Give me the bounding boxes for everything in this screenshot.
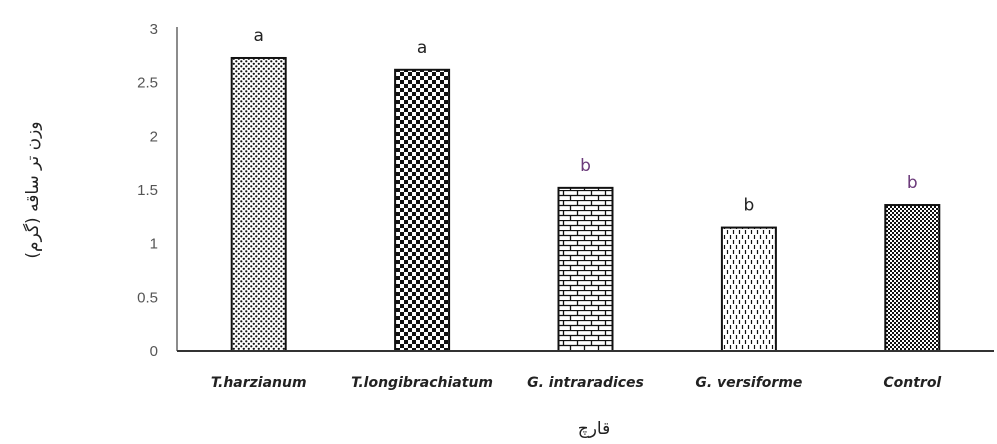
significance-letters: a a b b b	[253, 26, 917, 216]
significance-letter: a	[417, 38, 427, 58]
bar-5	[884, 204, 941, 352]
category-labels: T.harzianum T.longibrachiatum G. intraradi…	[211, 375, 942, 391]
y-tick-label: 1.5	[137, 182, 158, 199]
y-tick-label: 2	[150, 128, 158, 145]
significance-letter: b	[744, 196, 755, 216]
significance-letter: a	[253, 26, 263, 46]
y-tick-label: 2.5	[137, 75, 158, 92]
y-tick-label: 1	[150, 236, 158, 253]
y-tick-label: 0	[150, 343, 158, 360]
bar-4	[720, 226, 777, 352]
category-label: T.harzianum	[211, 375, 307, 391]
bar-2	[394, 68, 451, 353]
y-tick-label: 0.5	[137, 289, 158, 306]
bar-3	[557, 186, 614, 352]
category-label: T.longibrachiatum	[351, 375, 493, 391]
y-axis-ticks: 0 0.5 1 1.5 2 2.5 3	[137, 21, 158, 360]
significance-letter: b	[907, 173, 918, 193]
category-label: Control	[883, 375, 941, 391]
bar-1	[230, 56, 287, 352]
x-axis-title: قارچ	[578, 419, 611, 439]
y-axis-title: وزن تر ساقه (گرم)	[22, 121, 43, 258]
category-label: G. versiforme	[695, 375, 802, 391]
y-tick-label: 3	[150, 21, 158, 38]
category-label: G. intraradices	[527, 375, 644, 391]
bars	[230, 56, 941, 353]
significance-letter: b	[580, 156, 591, 176]
